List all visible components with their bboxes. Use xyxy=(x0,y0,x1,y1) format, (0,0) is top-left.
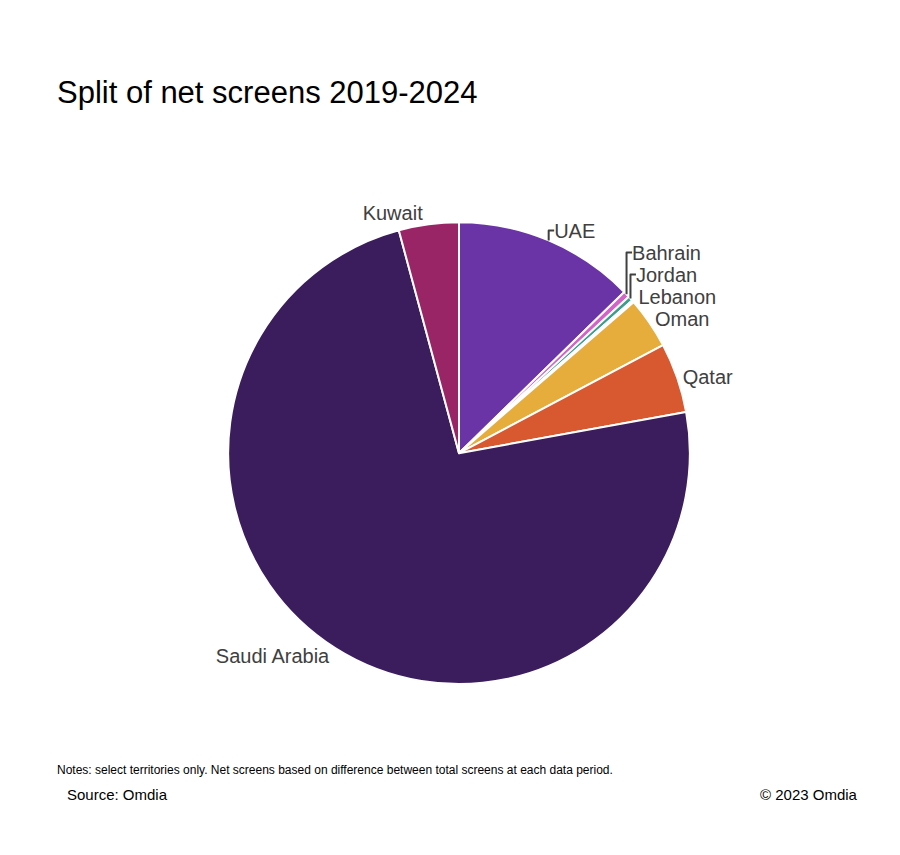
svg-text:Qatar: Qatar xyxy=(683,366,733,388)
svg-text:Lebanon: Lebanon xyxy=(638,286,716,308)
svg-text:Split of net screens 2019-2024: Split of net screens 2019-2024 xyxy=(57,75,478,110)
svg-text:Bahrain: Bahrain xyxy=(632,242,701,264)
svg-text:Saudi Arabia: Saudi Arabia xyxy=(216,645,330,667)
svg-text:Kuwait: Kuwait xyxy=(363,202,423,224)
svg-text:Notes: select territories only: Notes: select territories only. Net scre… xyxy=(57,763,613,777)
svg-text:© 2023 Omdia: © 2023 Omdia xyxy=(760,786,858,803)
svg-text:Oman: Oman xyxy=(655,308,709,330)
svg-text:UAE: UAE xyxy=(554,220,595,242)
svg-text:Source: Omdia: Source: Omdia xyxy=(67,786,168,803)
svg-text:Jordan: Jordan xyxy=(636,264,697,286)
